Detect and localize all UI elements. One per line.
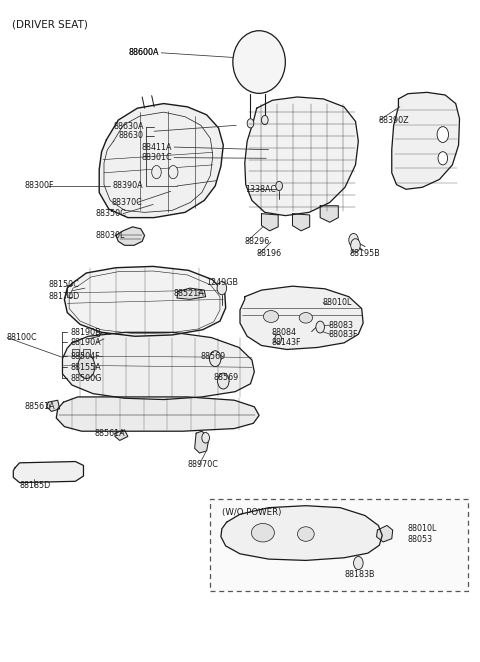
- Text: 88196: 88196: [257, 250, 282, 258]
- Text: 88500G: 88500G: [71, 374, 102, 383]
- Polygon shape: [195, 431, 209, 453]
- Polygon shape: [13, 461, 84, 483]
- Text: 88521A: 88521A: [173, 289, 204, 298]
- Text: 88561A: 88561A: [95, 429, 125, 438]
- Polygon shape: [56, 397, 259, 431]
- Text: 88390Z: 88390Z: [378, 116, 409, 124]
- Text: 1338AC: 1338AC: [245, 185, 276, 194]
- Circle shape: [209, 351, 221, 367]
- Text: 1249GB: 1249GB: [206, 279, 239, 287]
- Text: 88300F: 88300F: [24, 181, 54, 191]
- Text: 88569: 88569: [201, 352, 226, 361]
- Text: 88030L: 88030L: [96, 231, 125, 240]
- Ellipse shape: [299, 312, 312, 323]
- FancyBboxPatch shape: [83, 350, 90, 356]
- Text: 88150C: 88150C: [48, 280, 79, 289]
- Polygon shape: [99, 103, 223, 218]
- Polygon shape: [47, 401, 60, 411]
- Text: 88100C: 88100C: [6, 333, 37, 342]
- Polygon shape: [320, 206, 338, 222]
- Text: 88010L: 88010L: [407, 524, 436, 534]
- Text: 88970C: 88970C: [188, 459, 218, 469]
- Polygon shape: [292, 214, 310, 231]
- Polygon shape: [62, 332, 254, 400]
- Text: 88411A: 88411A: [142, 142, 172, 152]
- FancyBboxPatch shape: [72, 350, 79, 356]
- Text: 88630A: 88630A: [113, 122, 144, 131]
- Text: 88350C: 88350C: [96, 209, 127, 218]
- Text: 88301C: 88301C: [142, 153, 172, 162]
- Circle shape: [262, 115, 268, 124]
- Text: 88296: 88296: [245, 237, 270, 246]
- Text: 88083F: 88083F: [328, 330, 358, 339]
- Circle shape: [78, 355, 95, 379]
- Text: 88390A: 88390A: [113, 181, 144, 191]
- Text: 88143F: 88143F: [271, 338, 300, 348]
- Polygon shape: [116, 227, 144, 246]
- Circle shape: [168, 166, 178, 179]
- Text: 88170D: 88170D: [48, 292, 79, 301]
- Text: 88600A: 88600A: [128, 48, 159, 58]
- Text: 88185D: 88185D: [20, 481, 51, 491]
- Text: 88370C: 88370C: [111, 198, 142, 207]
- Text: 88195B: 88195B: [350, 250, 381, 258]
- Circle shape: [351, 239, 360, 252]
- Ellipse shape: [233, 30, 285, 93]
- Polygon shape: [392, 93, 459, 189]
- Circle shape: [438, 152, 447, 165]
- Text: 88084: 88084: [271, 328, 296, 338]
- Polygon shape: [221, 506, 382, 561]
- Text: 88630: 88630: [119, 131, 144, 140]
- Text: 88053: 88053: [407, 536, 432, 544]
- Circle shape: [349, 234, 359, 247]
- Polygon shape: [115, 430, 128, 440]
- Ellipse shape: [298, 527, 314, 542]
- Ellipse shape: [264, 310, 279, 322]
- Circle shape: [247, 118, 254, 128]
- Circle shape: [152, 166, 161, 179]
- Polygon shape: [240, 286, 363, 350]
- Polygon shape: [245, 97, 359, 216]
- Ellipse shape: [252, 524, 275, 542]
- Text: 88600A: 88600A: [128, 48, 159, 58]
- Text: 88561A: 88561A: [24, 402, 55, 411]
- Circle shape: [275, 334, 281, 344]
- Polygon shape: [177, 288, 205, 299]
- Polygon shape: [262, 214, 278, 231]
- Text: 88155A: 88155A: [71, 363, 101, 372]
- Text: (W/O POWER): (W/O POWER): [222, 508, 281, 516]
- Polygon shape: [64, 266, 226, 336]
- Circle shape: [354, 557, 363, 569]
- Circle shape: [217, 281, 227, 295]
- Text: 88010L: 88010L: [322, 298, 351, 307]
- Text: 88504F: 88504F: [71, 352, 100, 361]
- Text: 88569: 88569: [214, 373, 239, 382]
- Circle shape: [202, 432, 209, 443]
- Circle shape: [217, 373, 229, 389]
- Circle shape: [437, 126, 448, 142]
- Text: 88083: 88083: [328, 320, 353, 330]
- Circle shape: [276, 181, 282, 191]
- Circle shape: [316, 321, 324, 333]
- Text: 88183B: 88183B: [345, 571, 375, 579]
- Text: (DRIVER SEAT): (DRIVER SEAT): [12, 20, 88, 30]
- FancyBboxPatch shape: [210, 499, 468, 591]
- Text: 88190A: 88190A: [71, 338, 101, 347]
- Text: 88190B: 88190B: [71, 328, 101, 337]
- Polygon shape: [376, 526, 393, 542]
